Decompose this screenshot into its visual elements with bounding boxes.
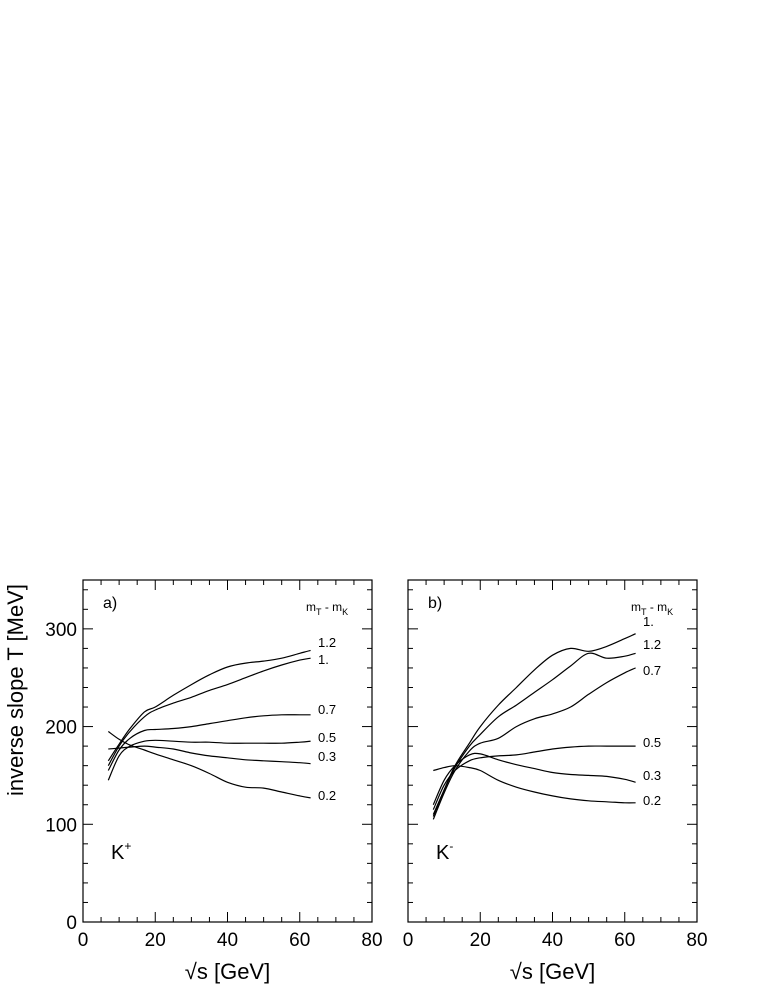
curve-label: 0.3	[643, 768, 661, 783]
curve-0.3	[108, 745, 311, 765]
curve-label: 0.3	[318, 749, 336, 764]
y-tick-label: 200	[45, 718, 77, 739]
x-tick-label: 60	[289, 930, 310, 951]
curve-label: 0.5	[643, 735, 661, 750]
curve-label: 1.	[643, 614, 654, 629]
panel-b: 0 20 40 60 80 √s [GeV] b) mT - mK K- 1. 1.2 0.7 0.5 0…	[403, 579, 708, 984]
panel-a: 0 20 40 60 80 0 100 200 300 √s [GeV] a) mT - mK K+ 1.…	[45, 579, 383, 984]
particle-label: K-	[436, 839, 453, 864]
curve-label: 0.2	[318, 788, 336, 803]
y-tick-label: 300	[45, 620, 77, 641]
x-tick-label: 40	[217, 930, 238, 951]
x-tick-label: 20	[470, 930, 491, 951]
curve-label: 1.2	[643, 637, 661, 652]
x-axis-title: √s [GeV]	[510, 959, 595, 984]
x-tick-label: 60	[614, 930, 635, 951]
curve-label: 1.	[318, 652, 329, 667]
x-tick-label: 0	[78, 930, 89, 951]
x-tick-label: 20	[145, 930, 166, 951]
legend-header: mT - mK	[306, 600, 348, 617]
curve-1.2	[107, 649, 311, 762]
curve-0.7	[107, 714, 311, 771]
x-tick-label: 0	[403, 930, 414, 951]
legend-header: mT - mK	[631, 600, 673, 617]
x-tick-label: 80	[686, 930, 707, 951]
y-axis-title: inverse slope T [MeV]	[3, 584, 28, 796]
x-tick-label: 40	[542, 930, 563, 951]
x-tick-label: 80	[361, 930, 382, 951]
y-tick-label: 100	[45, 815, 77, 836]
curve-1.	[432, 633, 636, 815]
curve-label: 1.2	[318, 635, 336, 650]
curve-label: 0.2	[643, 793, 661, 808]
curve-label: 0.7	[318, 702, 336, 717]
curve-0.7	[432, 667, 636, 820]
curve-label: 0.7	[643, 663, 661, 678]
curve-0.5	[432, 745, 636, 810]
curve-0.2	[107, 731, 311, 799]
x-axis-title: √s [GeV]	[185, 959, 270, 984]
curve-label: 0.5	[318, 730, 336, 745]
particle-label: K+	[111, 839, 131, 864]
panel-label: b)	[428, 595, 442, 612]
plot-frame	[407, 579, 698, 923]
curve-0.2	[433, 765, 636, 804]
curve-0.3	[432, 752, 636, 805]
curve-1.	[107, 657, 311, 766]
panel-label: a)	[103, 595, 117, 612]
y-tick-label: 0	[66, 913, 77, 934]
